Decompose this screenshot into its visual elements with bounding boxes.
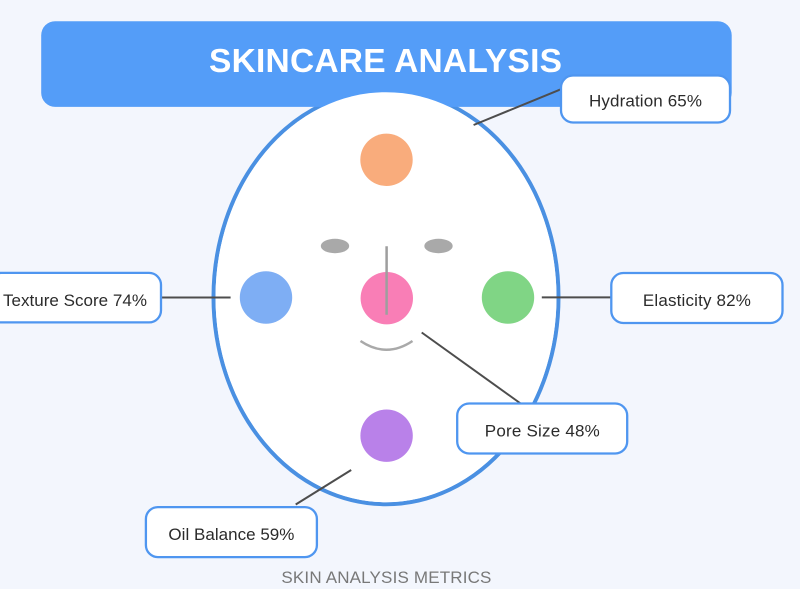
svg-text:Oil Balance 59%: Oil Balance 59% xyxy=(168,525,294,544)
svg-text:Hydration 65%: Hydration 65% xyxy=(589,91,702,110)
svg-text:Pore Size 48%: Pore Size 48% xyxy=(485,422,600,441)
svg-text:Elasticity 82%: Elasticity 82% xyxy=(643,291,751,310)
svg-text:Texture Score 74%: Texture Score 74% xyxy=(3,291,147,310)
svg-text:SKINCARE ANALYSIS: SKINCARE ANALYSIS xyxy=(209,43,562,80)
svg-text:SKIN ANALYSIS METRICS: SKIN ANALYSIS METRICS xyxy=(281,568,491,587)
